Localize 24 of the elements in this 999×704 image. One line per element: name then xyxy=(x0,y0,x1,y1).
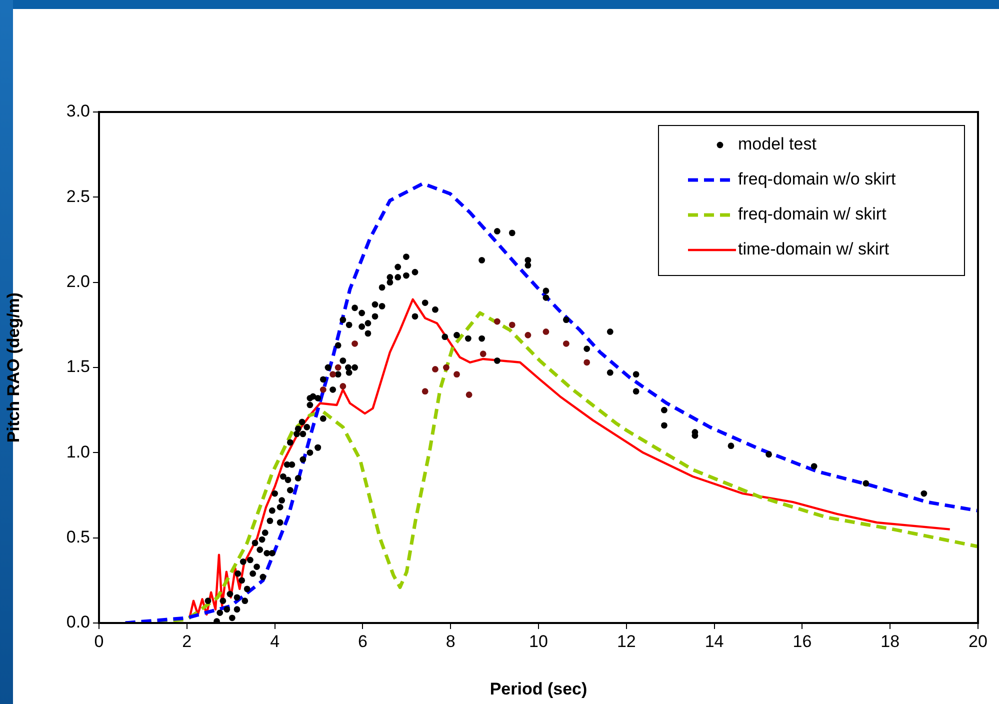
y-tick-label: 1.5 xyxy=(66,357,90,376)
legend-label: time-domain w/ skirt xyxy=(738,240,890,259)
x-axis-title: Period (sec) xyxy=(490,679,588,698)
y-tick-label: 0.5 xyxy=(66,528,90,547)
y-tick-label: 1.0 xyxy=(66,442,90,462)
y-tick-label: 3.0 xyxy=(66,102,90,121)
x-tick-label: 10 xyxy=(529,632,548,651)
y-tick-label: 2.5 xyxy=(66,186,90,206)
y-axis-title: Pitch RAO (deg/m) xyxy=(4,292,23,443)
x-tick-label: 12 xyxy=(616,632,636,651)
x-tick-label: 6 xyxy=(358,632,368,651)
x-tick-label: 2 xyxy=(182,632,192,651)
y-tick-label: 0.0 xyxy=(66,612,90,632)
y-tick-label: 2.0 xyxy=(66,272,90,292)
legend-label: model test xyxy=(738,134,817,154)
x-tick-label: 20 xyxy=(968,632,988,651)
legend-label: freq-domain w/o skirt xyxy=(738,170,896,189)
x-tick-label: 14 xyxy=(704,632,724,651)
x-tick-label: 4 xyxy=(270,632,280,651)
legend-label: freq-domain w/ skirt xyxy=(738,204,887,224)
x-tick-label: 8 xyxy=(446,632,456,651)
x-tick-label: 18 xyxy=(880,632,900,651)
x-tick-label: 0 xyxy=(94,632,104,651)
x-tick-label: 16 xyxy=(792,632,812,651)
